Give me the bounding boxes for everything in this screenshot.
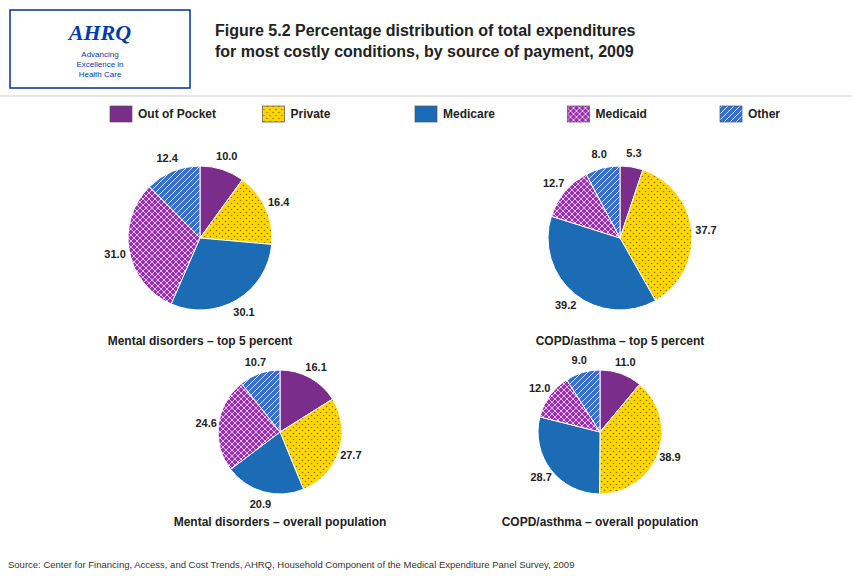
data-label: 12.4 — [156, 152, 178, 164]
legend-label: Medicare — [443, 107, 495, 121]
data-labels: 5.3 37.7 39.2 12.7 8.0 — [543, 147, 717, 311]
data-label: 8.0 — [591, 148, 606, 160]
data-label: 11.0 — [615, 356, 636, 368]
data-label: 20.9 — [250, 498, 271, 510]
chart-title: COPD/asthma – top 5 percent — [536, 334, 705, 348]
header-rule — [0, 96, 852, 97]
pie-chart: 11.0 38.9 28.7 12.0 9.0 COPD/asthma – overall… — [502, 354, 699, 528]
slices — [218, 370, 342, 494]
legend-item: Out of Pocket — [110, 106, 216, 122]
data-label: 16.1 — [305, 361, 326, 373]
data-label: 24.6 — [195, 417, 216, 429]
pie-slice — [600, 384, 662, 494]
data-label: 28.7 — [530, 471, 551, 483]
data-labels: 11.0 38.9 28.7 12.0 9.0 — [529, 354, 681, 483]
legend-item: Other — [720, 106, 780, 122]
legend-label: Medicaid — [596, 107, 647, 121]
pie-slice — [200, 180, 272, 245]
title: Figure 5.2 Percentage distribution of to… — [215, 22, 636, 60]
logo: AHRQ AdvancingExcellence inHealth Care — [10, 10, 190, 88]
pie-slice — [149, 166, 200, 238]
legend-swatch — [720, 106, 742, 122]
legend-swatch — [415, 106, 437, 122]
data-label: 39.2 — [555, 299, 576, 311]
data-label: 37.7 — [695, 224, 716, 236]
legend-label: Private — [291, 107, 331, 121]
pie-chart: 10.0 16.4 30.1 31.0 12.4 Mental disorders – t… — [104, 150, 292, 349]
data-label: 10.0 — [216, 150, 237, 162]
logo-title: AHRQ — [67, 20, 131, 45]
pie-chart: 5.3 37.7 39.2 12.7 8.0 COPD/asthma – top 5 pe… — [536, 147, 717, 349]
chart-root: AHRQ AdvancingExcellence inHealth Care Fig… — [0, 0, 852, 576]
data-label: 31.0 — [104, 248, 125, 260]
logo-frame — [10, 10, 190, 88]
legend: Out of Pocket Private Medicare Medicaid Othe… — [110, 106, 780, 122]
legend-item: Medicare — [415, 106, 495, 122]
pie-slice — [241, 370, 280, 432]
slices — [128, 166, 272, 310]
data-label: 16.4 — [268, 196, 290, 208]
legend-item: Private — [263, 106, 331, 122]
data-label: 12.0 — [529, 382, 550, 394]
chart-title: COPD/asthma – overall population — [502, 515, 699, 529]
legend-swatch — [110, 106, 132, 122]
data-labels: 10.0 16.4 30.1 31.0 12.4 — [104, 150, 290, 319]
legend-label: Other — [748, 107, 780, 121]
slices — [538, 370, 662, 494]
data-label: 12.7 — [543, 177, 564, 189]
pie-chart: 16.1 27.7 20.9 24.6 10.7 Mental disorders – o… — [174, 356, 387, 529]
data-label: 30.1 — [233, 306, 254, 318]
source: Source: Center for Financing, Access, an… — [8, 559, 574, 570]
data-label: 38.9 — [659, 451, 680, 463]
slices — [548, 166, 692, 310]
legend-swatch — [568, 106, 590, 122]
chart-title: Mental disorders – top 5 percent — [108, 334, 293, 348]
legend-swatch — [263, 106, 285, 122]
pie-slice — [567, 370, 600, 432]
data-label: 10.7 — [245, 356, 266, 368]
legend-item: Medicaid — [568, 106, 647, 122]
legend-label: Out of Pocket — [138, 107, 216, 121]
logo-subtitle: AdvancingExcellence inHealth Care — [76, 50, 123, 79]
data-label: 9.0 — [572, 354, 587, 366]
pie-slice — [586, 166, 620, 238]
data-labels: 16.1 27.7 20.9 24.6 10.7 — [195, 356, 361, 510]
data-label: 27.7 — [340, 449, 361, 461]
data-label: 5.3 — [626, 147, 641, 159]
chart-title: Mental disorders – overall population — [174, 515, 387, 529]
